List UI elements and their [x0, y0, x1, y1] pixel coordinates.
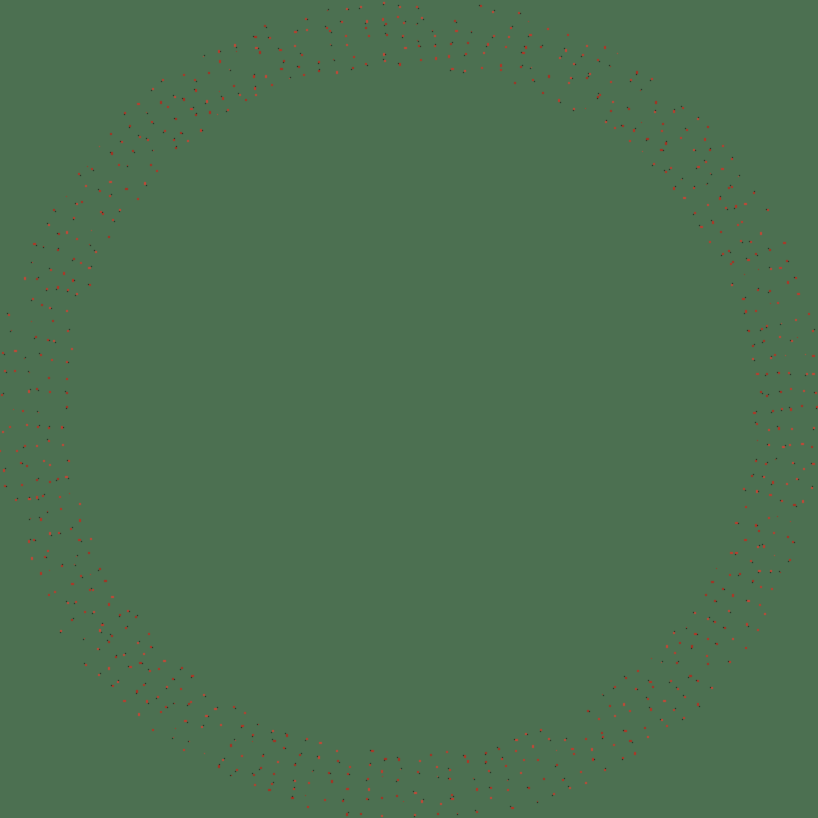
dotted-ring-canvas: [0, 0, 818, 818]
dotted-ring-graphic: [0, 0, 818, 818]
